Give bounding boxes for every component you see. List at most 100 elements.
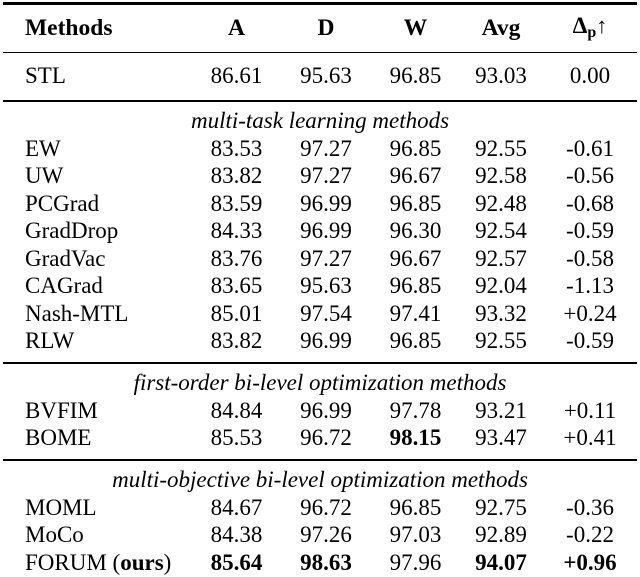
cell-method: PCGrad [25,190,100,216]
cell-method: UW [25,163,64,189]
table-row: BVFIM 84.84 96.99 97.78 93.21 +0.11 [3,397,637,425]
cell-method: GradDrop [25,218,119,244]
cell-value: 96.67 [389,163,442,189]
cell-value: 93.21 [475,397,527,423]
cell-value: 86.61 [193,52,280,102]
cell-value: 97.41 [389,300,442,326]
cell-value: -0.59 [566,218,614,244]
cell-value: 84.38 [210,522,263,548]
cell-value: 83.82 [193,327,280,364]
cell-value: 96.85 [389,135,442,161]
cell-value: -0.68 [566,190,614,216]
cell-value: 97.27 [300,245,352,271]
cell-value: 92.55 [459,327,543,364]
header-col-delta-p: Δp↑ [543,3,637,54]
cell-value: 96.85 [372,327,459,364]
cell-value: 97.54 [300,300,352,326]
cell-value: 85.53 [193,424,280,461]
cell-value: 92.55 [475,135,527,161]
cell-value: 93.32 [475,300,527,326]
table-row: Nash-MTL 85.01 97.54 97.41 93.32 +0.24 [3,300,637,328]
section-label-row: first-order bi-level optimization method… [3,363,637,397]
cell-value: 95.63 [300,273,352,299]
cell-value: -0.59 [543,327,637,364]
table-row-stl: STL 86.61 95.63 96.85 93.03 0.00 [3,52,637,102]
cell-value: 84.67 [210,494,263,520]
table-row: BOME 85.53 96.72 98.15 93.47 +0.41 [3,424,637,461]
cell-value-best: 98.63 [300,549,352,575]
header-col-avg: Avg [459,3,543,54]
cell-value-best: 85.64 [210,549,263,575]
cell-value: 96.67 [389,245,442,271]
cell-value: 96.85 [389,494,442,520]
cell-value: 97.78 [389,397,442,423]
delta-subscript: p [587,23,597,41]
table-row: UW 83.82 97.27 96.67 92.58 -0.56 [3,162,637,190]
cell-method: BVFIM [25,397,98,423]
cell-value-best: 94.07 [475,549,527,575]
results-table: Methods A D W Avg Δp↑ STL 86.61 95.63 96… [3,2,637,577]
cell-value: 92.48 [475,190,527,216]
method-name-prefix: FORUM ( [25,549,121,575]
cell-method: RLW [3,327,193,364]
cell-value: 93.47 [459,424,543,461]
table-row-ours: FORUM (ours) 85.64 98.63 97.96 94.07 +0.… [3,549,637,577]
cell-value: 92.89 [475,522,527,548]
header-col-a: A [193,3,280,54]
cell-value: 83.76 [210,245,263,271]
cell-value: 95.63 [280,52,372,102]
table-row: CAGrad 83.65 95.63 96.85 92.04 -1.13 [3,272,637,300]
cell-value: 92.57 [475,245,527,271]
cell-value: -1.13 [566,273,614,299]
cell-value: 97.27 [300,135,352,161]
cell-value: +0.11 [563,397,617,423]
cell-value: 96.99 [280,327,372,364]
cell-value: 0.00 [543,52,637,102]
cell-value: 83.53 [210,135,263,161]
cell-value: +0.41 [543,424,637,461]
cell-value: 92.54 [475,218,527,244]
cell-value: 83.82 [210,163,263,189]
header-col-w: W [372,3,459,54]
cell-value: 96.72 [280,424,372,461]
cell-value: 96.30 [389,218,442,244]
cell-method: GradVac [25,245,106,271]
cell-value: 96.72 [300,494,352,520]
cell-value-best: 98.15 [372,424,459,461]
cell-method: MoCo [25,522,84,548]
cell-value: 96.85 [389,190,442,216]
table-row: GradDrop 84.33 96.99 96.30 92.54 -0.59 [3,217,637,245]
cell-value: 84.84 [210,397,263,423]
cell-method: Nash-MTL [25,300,129,326]
cell-value: 96.99 [300,397,352,423]
cell-value: 96.85 [372,52,459,102]
header-row: Methods A D W Avg Δp↑ [3,3,637,54]
cell-method-ours: FORUM (ours) [3,549,193,577]
cell-value: 96.99 [300,218,352,244]
cell-value: 92.04 [475,273,527,299]
method-name-ours: ours [120,549,164,575]
delta-symbol: Δ [572,13,588,39]
cell-value: 83.59 [210,190,263,216]
cell-method: MOML [25,494,97,520]
table-row: MOML 84.67 96.72 96.85 92.75 -0.36 [3,494,637,522]
cell-value: -0.61 [566,135,614,161]
cell-method: CAGrad [25,273,103,299]
cell-value: 96.85 [389,273,442,299]
method-name-suffix: ) [163,549,172,575]
cell-method: BOME [3,424,193,461]
table-row: GradVac 83.76 97.27 96.67 92.57 -0.58 [3,245,637,273]
cell-value: 97.26 [300,522,352,548]
cell-value: 97.27 [300,163,352,189]
cell-value: 84.33 [210,218,263,244]
cell-value: 92.75 [475,494,527,520]
header-col-d: D [280,3,372,54]
cell-value: 97.03 [389,522,442,548]
table-row: EW 83.53 97.27 96.85 92.55 -0.61 [3,135,637,163]
up-arrow-icon: ↑ [596,13,608,38]
cell-value: 83.65 [210,273,263,299]
cell-value: 97.96 [389,549,442,575]
cell-value: 92.58 [475,163,527,189]
section-label-row: multi-objective bi-level optimization me… [3,460,637,494]
